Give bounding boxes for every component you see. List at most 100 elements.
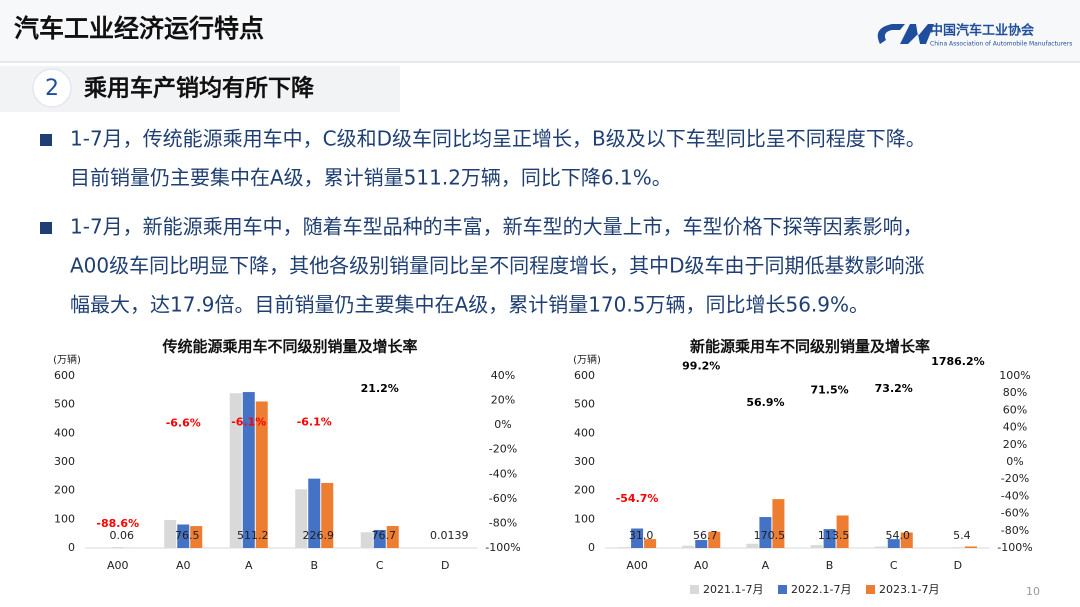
bar	[823, 529, 836, 548]
y-tick-label: 600	[54, 369, 75, 382]
y2-tick-label: 40%	[1003, 421, 1027, 434]
bar	[759, 517, 772, 548]
growth-label: 71.5%	[810, 384, 848, 397]
y2-tick-label: -60%	[489, 492, 517, 505]
y2-tick-label: 100%	[999, 369, 1030, 382]
bullet-marker	[40, 222, 52, 234]
logo-mark	[877, 24, 934, 44]
y2-tick-label: 80%	[1003, 386, 1027, 399]
logo-cn: 中国汽车工业协会	[930, 23, 1035, 39]
bar	[682, 545, 695, 548]
bar	[644, 539, 657, 548]
y2-tick-label: -20%	[1001, 472, 1029, 485]
bar	[242, 392, 255, 548]
header-title: 汽车工业经济运行特点	[14, 14, 264, 43]
x-tick-label: B	[310, 559, 318, 572]
y-unit: (万辆)	[573, 353, 601, 366]
bar	[836, 515, 849, 548]
x-tick-label: C	[890, 559, 898, 572]
y2-tick-label: 40%	[491, 369, 515, 382]
header-band	[0, 0, 1080, 62]
bullet-line: 1-7月，传统能源乘用车中，C级和D级车同比均呈正增长，B级及以下车型同比呈不同…	[70, 127, 926, 151]
bar	[900, 532, 913, 548]
bullet-line: 1-7月，新能源乘用车中，随着车型品种的丰富，新车型的大量上市，车型价格下探等因…	[70, 215, 923, 239]
value-label: 226.9	[303, 529, 335, 542]
legend-label: 2023.1-7月	[879, 583, 939, 596]
bar	[190, 526, 203, 548]
bar	[164, 519, 177, 548]
bar	[373, 529, 386, 548]
bar	[695, 539, 708, 548]
y2-tick-label: -40%	[489, 467, 517, 480]
bar	[772, 499, 785, 548]
bar	[810, 545, 823, 548]
growth-label: 99.2%	[682, 360, 720, 373]
y2-tick-label: 0%	[1006, 455, 1023, 468]
bar	[618, 547, 631, 548]
growth-label: 56.9%	[746, 396, 784, 409]
x-tick-label: A	[762, 559, 770, 572]
y2-tick-label: -80%	[489, 516, 517, 529]
y-tick-label: 0	[588, 541, 595, 554]
x-tick-label: A	[245, 559, 253, 572]
bullet-line: 幅最大，达17.9倍。目前销量仍主要集中在A级，累计销量170.5万辆，同比增长…	[70, 293, 869, 317]
growth-label: 21.2%	[361, 382, 399, 395]
bar	[887, 539, 900, 548]
legend-label: 2022.1-7月	[791, 583, 851, 596]
value-label: 170.5	[754, 529, 786, 542]
x-tick-label: A00	[107, 559, 129, 572]
section-number: 2	[45, 76, 59, 101]
bar	[746, 543, 759, 548]
bar	[229, 393, 242, 548]
y-tick-label: 500	[574, 398, 595, 411]
y2-tick-label: 20%	[491, 394, 515, 407]
y-tick-label: 500	[54, 398, 75, 411]
value-label: 0.0139	[430, 529, 469, 542]
x-tick-label: A0	[176, 559, 191, 572]
value-label: 113.5	[818, 529, 850, 542]
page-number: 10	[1026, 585, 1040, 598]
value-label: 511.2	[237, 529, 269, 542]
y-tick-label: 200	[54, 484, 75, 497]
bar	[321, 482, 334, 548]
bar	[964, 546, 977, 548]
bullet-line: A00级车同比明显下降，其他各级别销量同比呈不同程度增长，其中D级车由于同期低基…	[70, 254, 925, 278]
bar	[308, 478, 321, 548]
bar	[295, 489, 308, 548]
section-title: 乘用车产销均有所下降	[83, 75, 315, 102]
x-tick-label: A00	[626, 559, 648, 572]
legend-swatch	[778, 585, 787, 594]
y-tick-label: 100	[54, 512, 75, 525]
x-tick-label: C	[376, 559, 384, 572]
value-label: 5.4	[953, 529, 971, 542]
value-label: 56.7	[693, 529, 718, 542]
value-label: 0.06	[110, 529, 135, 542]
y-tick-label: 600	[574, 369, 595, 382]
y-tick-label: 400	[574, 426, 595, 439]
growth-label: 73.2%	[875, 382, 913, 395]
chart-title: 新能源乘用车不同级别销量及增长率	[690, 338, 930, 356]
bar	[255, 401, 268, 548]
legend-swatch	[866, 585, 875, 594]
value-label: 76.5	[175, 529, 200, 542]
logo-en: China Association of Automobile Manufact…	[930, 41, 1072, 48]
y-tick-label: 400	[54, 426, 75, 439]
bullet-marker	[40, 134, 52, 146]
chart-title: 传统能源乘用车不同级别销量及增长率	[161, 338, 417, 356]
y2-tick-label: -100%	[997, 541, 1032, 554]
x-tick-label: D	[441, 559, 449, 572]
y2-tick-label: -100%	[485, 541, 520, 554]
y-tick-label: 300	[54, 455, 75, 468]
y2-tick-label: 0%	[494, 418, 511, 431]
y-unit: (万辆)	[53, 353, 81, 366]
bar	[360, 532, 373, 548]
bar	[386, 526, 399, 548]
bar	[874, 546, 887, 548]
y-tick-label: 200	[574, 484, 595, 497]
y-tick-label: 100	[574, 512, 595, 525]
bar	[177, 524, 190, 548]
y-tick-label: 0	[68, 541, 75, 554]
y2-tick-label: -40%	[1001, 489, 1029, 502]
section-badge	[32, 68, 72, 108]
